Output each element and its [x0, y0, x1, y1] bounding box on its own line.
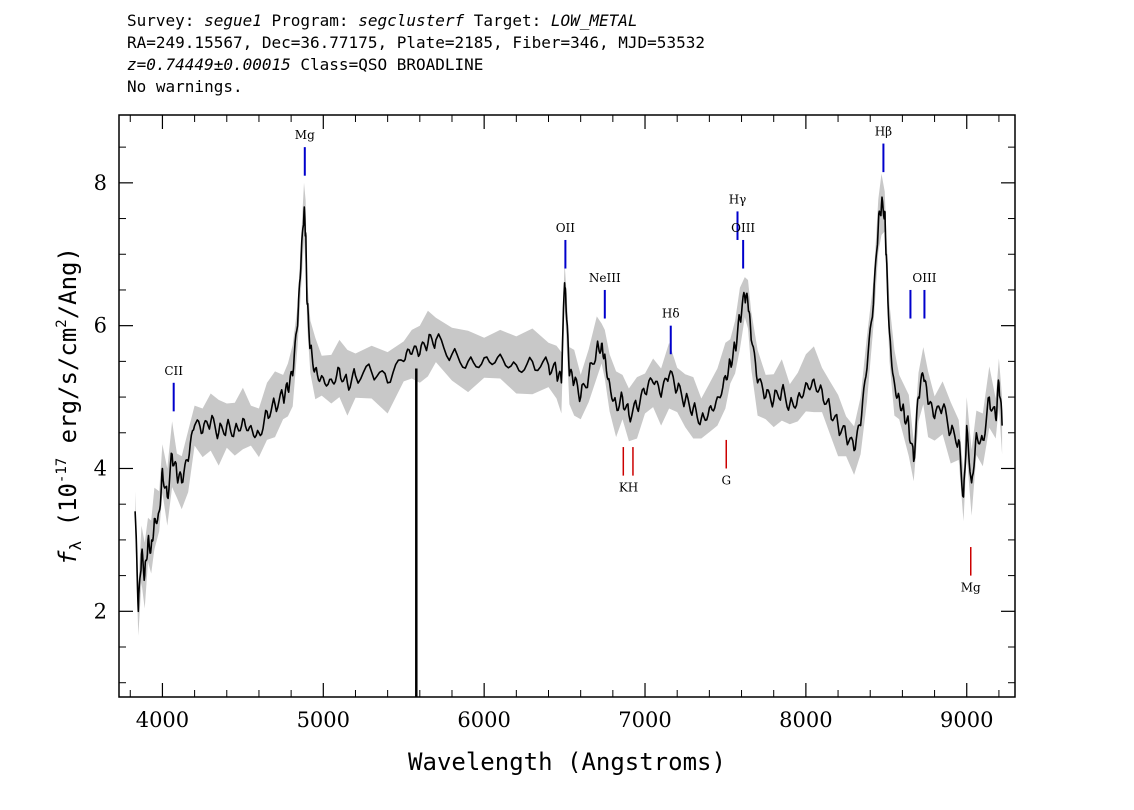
- line-marker-label: OIII: [912, 271, 936, 285]
- header-line-redshift: z=0.74449±0.00015 Class=QSO BROADLINE: [127, 55, 484, 74]
- y-tick-label: 4: [94, 456, 107, 480]
- x-tick-label: 7000: [618, 708, 671, 732]
- y-tick-label: 6: [94, 314, 107, 338]
- line-marker-label: Hγ: [729, 192, 747, 206]
- error-band-area: [135, 173, 1003, 636]
- spectral-line-markers: CII Mg OII NeIII Hδ Hγ OIII Hβ OIII K H G Mg: [164, 125, 981, 595]
- line-marker-label: Hβ: [875, 125, 892, 139]
- line-marker-label: OIII: [731, 221, 755, 235]
- flux-error-band: [135, 173, 1003, 636]
- flux-line: [134, 196, 1003, 613]
- x-tick-label: 8000: [779, 708, 832, 732]
- line-marker-label: OII: [556, 221, 576, 235]
- header-line-coordinates: RA=249.15567, Dec=36.77175, Plate=2185, …: [127, 33, 705, 52]
- y-tick-label: 8: [94, 171, 107, 195]
- header-line-warnings: No warnings.: [127, 77, 243, 96]
- x-tick-label: 5000: [297, 708, 350, 732]
- line-marker-label: Mg: [961, 581, 981, 595]
- line-marker-label: K: [619, 481, 629, 495]
- line-marker-label: CII: [164, 364, 183, 378]
- x-tick-label: 4000: [136, 708, 189, 732]
- y-axis-title: fλ (10-17 erg/s/cm2/Ang): [54, 247, 85, 565]
- line-marker-label: Mg: [295, 128, 315, 142]
- spectrum-header: Survey: segue1 Program: segclusterf Targ…: [127, 10, 705, 98]
- x-axis-title: Wavelength (Angstroms): [408, 748, 726, 776]
- flux-series: [134, 196, 1003, 697]
- y-tick-label: 2: [94, 599, 107, 623]
- line-marker-label: Hδ: [662, 307, 680, 321]
- x-tick-label: 9000: [940, 708, 993, 732]
- header-line-survey: Survey: segue1 Program: segclusterf Targ…: [127, 11, 638, 30]
- x-tick-label: 6000: [457, 708, 510, 732]
- line-marker-label: G: [721, 473, 731, 487]
- plot-frame: [118, 114, 1016, 698]
- axis-ticks: 4000 5000 6000 7000 8000 9000 2 4 6 8: [94, 115, 1015, 732]
- line-marker-label: NeIII: [589, 271, 621, 285]
- line-marker-label: H: [628, 481, 638, 495]
